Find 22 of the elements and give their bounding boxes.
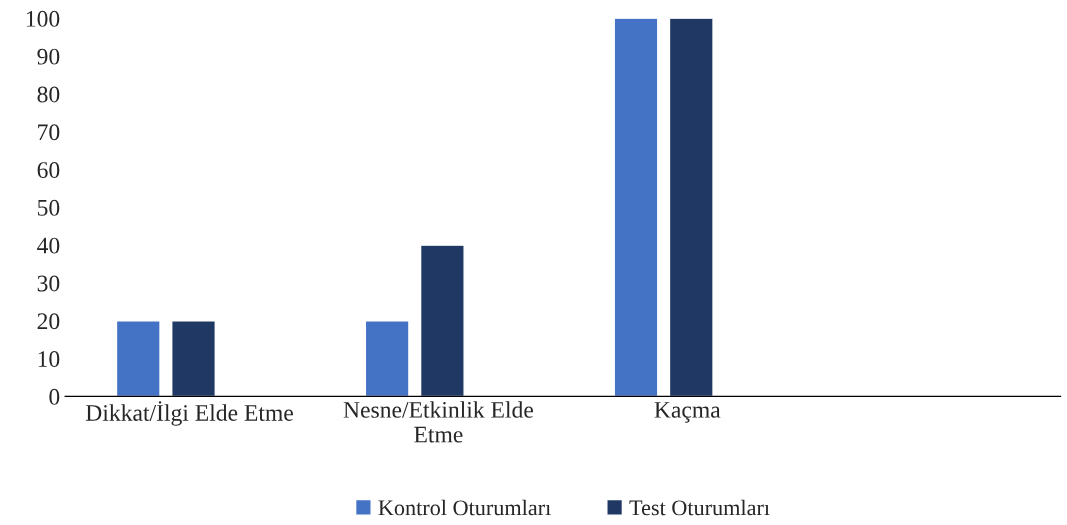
y-tick-label: 20: [37, 313, 60, 330]
y-tick-label: 70: [38, 124, 60, 141]
y-tick-label: 90: [37, 48, 60, 65]
bar: [171, 320, 216, 397]
bar: [613, 18, 659, 397]
bar: [668, 18, 714, 397]
y-tick-label: 80: [37, 86, 60, 103]
x-tick-label: Dikkat/İlgi Elde Etme: [85, 401, 293, 426]
bar: [419, 244, 465, 397]
y-tick-label: 10: [38, 351, 60, 367]
legend-label: Kontrol Oturumları: [378, 499, 551, 516]
bar: [364, 320, 410, 397]
y-tick-label: 30: [37, 275, 60, 292]
x-tick-label: Nesne/Etkinlik Elde Etme: [343, 401, 533, 443]
y-tick-label: 50: [37, 199, 60, 216]
x-tick-label: Kaçma: [654, 402, 721, 423]
y-tick-label: 0: [49, 388, 60, 405]
y-tick-label: 100: [26, 10, 60, 27]
y-tick-label: 60: [37, 162, 60, 178]
bar: [115, 320, 161, 397]
y-tick-label: 40: [37, 237, 60, 254]
legend-label: Test Oturumları: [629, 499, 770, 516]
